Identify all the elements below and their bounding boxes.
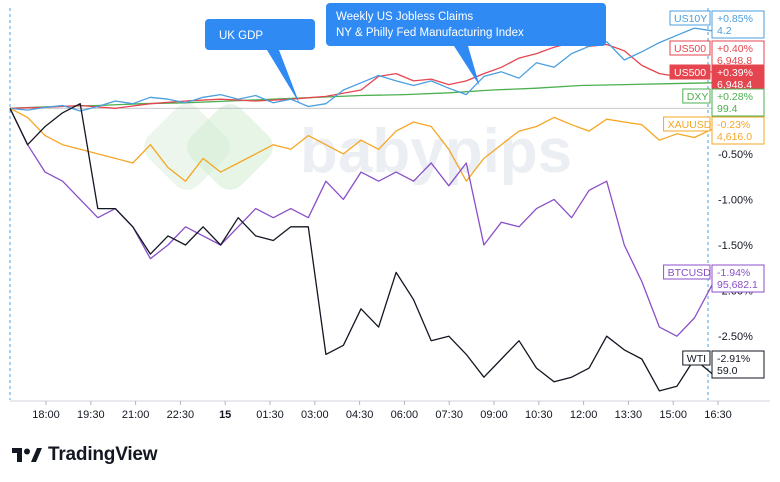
price-tag-us500 [669,64,711,80]
value-box-wti [711,350,765,379]
change-value-us10y: +0.85% [717,13,753,25]
price-tag-name-us500: US500 [674,43,706,55]
series-lines[interactable] [9,27,713,392]
watermark-diamond-right [187,104,273,190]
x-tick-label: 18:00 [32,409,60,421]
x-tick-label: 10:30 [525,409,553,421]
chart-axes: 18:00 19:30 21:00 22:30 15 01:30 03:00 04:30 06:… [10,149,770,421]
x-tick-label: 19:30 [77,409,105,421]
y-tick-label: -1.00% [718,194,753,206]
x-tick-label: 15:00 [659,409,687,421]
event-callouts: UK GDP Weekly US Jobless Claims NY & Phill… [205,3,606,104]
callout-label-manufacturing-index: NY & Philly Fed Manufacturing Index [336,27,524,39]
x-tick-label: 13:30 [615,409,643,421]
x-tick-label: 16:30 [704,409,732,421]
change-value-us500: +0.40% [717,43,753,55]
change-value-dxy: +0.28% [717,91,753,103]
tradingview-wordmark: TradingView [48,444,158,465]
value-box-dxy [711,88,765,117]
x-tick-label: 12:00 [570,409,598,421]
x-tick-label: 21:00 [122,409,150,421]
series-line-dxy[interactable] [9,82,713,109]
value-box-btcusd [711,264,765,293]
y-tick-label: -1.50% [718,240,753,252]
series-line-xauusd[interactable] [9,107,713,182]
price-tag-name-us500: US500 [674,67,706,79]
value-box-us10y [711,10,765,39]
change-value-us500: +0.39% [717,67,753,79]
price-value-btcusd: 95,682.1 [717,279,758,291]
x-tick-label: 09:00 [480,409,508,421]
series-line-wti[interactable] [9,103,713,392]
price-tag-name-wti: WTI [687,353,706,365]
y-tick-label: -0.50% [718,149,753,161]
change-value-btcusd: -1.94% [717,267,750,279]
tradingview-logo: TradingView [12,444,158,466]
price-tag-wti [682,350,711,366]
price-value-dxy: 99.4 [717,103,738,115]
price-labels: US10Y +0.85%4.2 US500 +0.40%6,948.8 US500 +0.… [663,10,765,379]
x-tick-label: 01:30 [256,409,284,421]
tradingview-logo-icon [12,448,42,462]
value-box-us500 [711,64,765,93]
price-tag-xauusd [663,116,711,132]
price-tag-dxy [682,88,711,104]
x-tick-label: 06:00 [391,409,419,421]
price-tag-name-xauusd: XAUUSD [668,119,712,131]
price-value-xauusd: 4,616.0 [717,131,752,143]
price-value-us500: 6,948.8 [717,55,752,67]
value-box-xauusd [711,116,765,145]
price-value-wti: 59.0 [717,365,738,377]
x-tick-label: 03:00 [301,409,329,421]
change-value-wti: -2.91% [717,353,750,365]
callout-label-jobless-claims: Weekly US Jobless Claims [336,11,473,23]
x-tick-label: 04:30 [346,409,374,421]
price-tag-btcusd [663,264,711,280]
x-tick-label: 22:30 [167,409,195,421]
price-tag-name-us10y: US10Y [674,13,707,25]
price-tag-name-dxy: DXY [687,91,709,103]
callout-pointer-jobless-claims [454,46,480,86]
callout-box-uk-gdp [205,19,315,50]
price-tag-name-btcusd: BTCUSD [668,267,712,279]
chart-grid [9,8,712,400]
price-value-us500: 6,948.4 [717,79,752,91]
series-line-us500[interactable] [9,41,713,109]
y-tick-label: -2.50% [718,331,753,343]
x-tick-label: 15 [219,409,231,421]
price-tag-us10y [669,10,711,26]
callout-label-uk-gdp: UK GDP [219,30,263,42]
callout-pointer-uk-gdp [267,50,300,104]
change-value-xauusd: -0.23% [717,119,750,131]
x-tick-label: 07:30 [435,409,463,421]
price-tag-us500 [669,40,711,56]
callout-box-jobless-claims [326,3,606,46]
price-value-us10y: 4.2 [717,25,732,37]
